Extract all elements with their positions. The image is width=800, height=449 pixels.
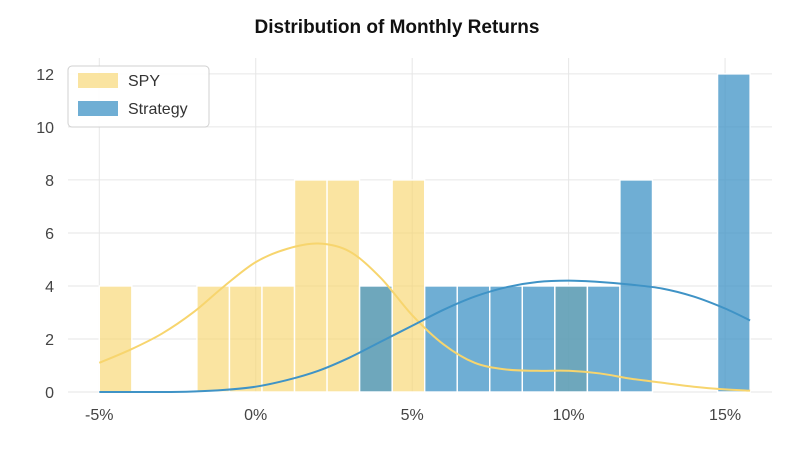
kde-line-spy — [98, 242, 751, 392]
legend-swatch — [78, 101, 118, 116]
y-tick-label: 4 — [45, 279, 54, 296]
bar-spy — [326, 179, 361, 393]
y-tick-label: 2 — [45, 332, 54, 349]
kde-line-strategy — [99, 279, 751, 394]
y-tick-label: 12 — [36, 67, 54, 84]
y-tick-label: 6 — [45, 226, 54, 243]
chart-title: Distribution of Monthly Returns — [255, 17, 540, 38]
legend: SPY Strategy — [67, 65, 210, 128]
axis-ticks: 0 2 4 6 8 10 12 -5% 0% 5% 10% 15% — [36, 67, 741, 424]
bar-strategy — [489, 285, 524, 393]
y-tick-label: 0 — [45, 385, 54, 402]
bar-strategy — [521, 285, 556, 393]
legend-label: Strategy — [128, 101, 188, 118]
x-tick-label: 10% — [553, 407, 585, 424]
y-tick-label: 8 — [45, 173, 54, 190]
y-tick-label: 10 — [36, 120, 54, 137]
bar-spy — [293, 179, 328, 393]
x-tick-label: 15% — [709, 407, 741, 424]
bar-strategy — [423, 285, 458, 393]
bar-spy — [98, 285, 133, 393]
x-tick-label: -5% — [85, 407, 113, 424]
bar-spy — [228, 285, 263, 393]
bar-strategy — [554, 285, 589, 393]
bar-strategy — [716, 73, 751, 393]
x-tick-label: 0% — [244, 407, 267, 424]
kde-lines — [98, 242, 751, 394]
legend-label: SPY — [128, 73, 160, 90]
bar-spy — [261, 285, 296, 393]
x-tick-label: 5% — [401, 407, 424, 424]
bar-spy — [391, 179, 426, 393]
bars — [98, 73, 751, 393]
legend-swatch — [78, 73, 118, 88]
bar-spy — [196, 285, 231, 393]
